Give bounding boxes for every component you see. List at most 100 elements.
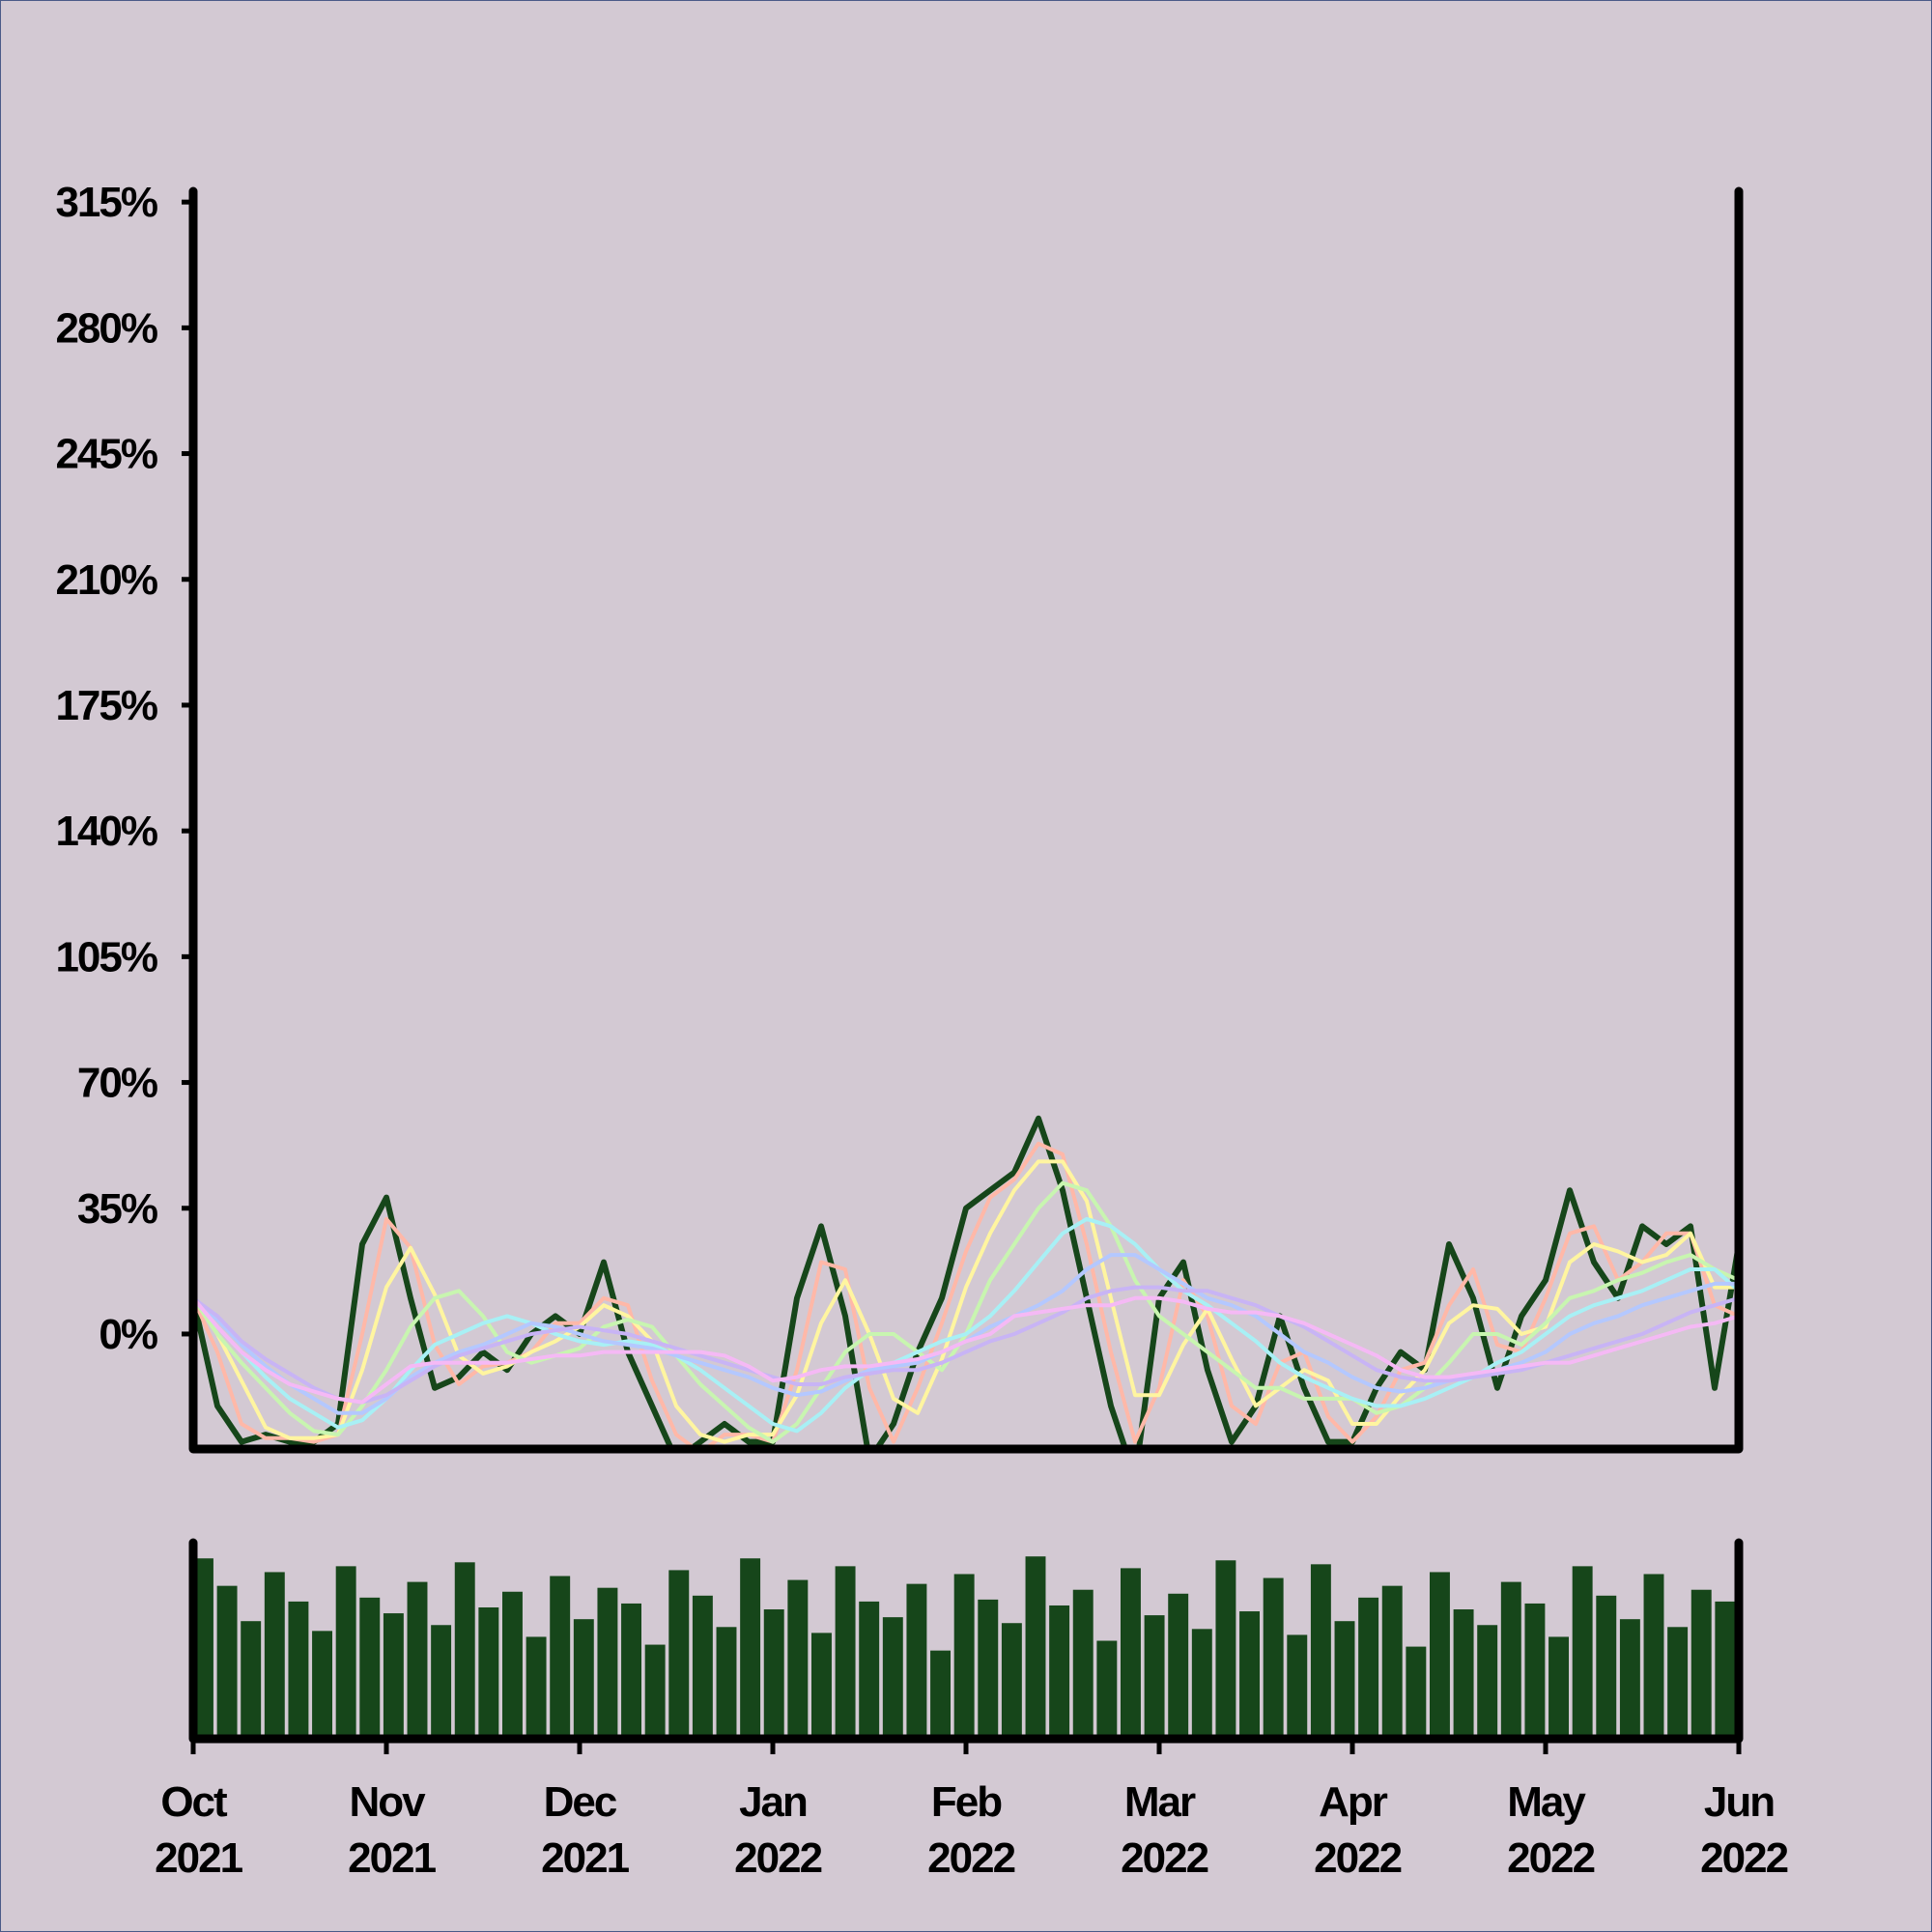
x-tick-label: Dec 2021 (531, 1778, 630, 1882)
volume-bar (953, 1574, 975, 1739)
y-tick-label: 210% (55, 556, 156, 604)
x-tick-label-line: 2022 (918, 1834, 1015, 1882)
volume-bar (1144, 1615, 1165, 1739)
volume-bar (1453, 1609, 1474, 1739)
volume-bar (1690, 1589, 1712, 1739)
volume-bar (597, 1587, 618, 1739)
volume-bar (787, 1579, 809, 1739)
x-tick-label-line: Jan (739, 1778, 807, 1826)
volume-bar (644, 1644, 666, 1739)
x-tick-label-line: 2021 (531, 1834, 630, 1882)
volume-bar (1072, 1589, 1094, 1739)
x-tick-label: Mar 2022 (1111, 1778, 1208, 1882)
y-tick-label: 175% (55, 682, 156, 729)
volume-bar (526, 1636, 547, 1739)
volume-bar (216, 1585, 238, 1739)
x-tick-label-line: 2022 (1304, 1834, 1402, 1882)
volume-bar (859, 1601, 880, 1739)
moving-average-line (193, 1141, 1739, 1449)
volume-bar (241, 1621, 262, 1739)
volume-bar (431, 1625, 452, 1739)
volume-bar (288, 1601, 309, 1739)
volume-bar (1049, 1605, 1070, 1739)
volume-bar (573, 1619, 594, 1739)
volume-bar (1643, 1574, 1664, 1739)
y-tick-label: 140% (55, 808, 156, 855)
price-line (193, 1115, 1739, 1449)
axis-frame (188, 186, 1744, 1454)
x-tick-label-line: 2022 (724, 1834, 822, 1882)
volume-bar (502, 1591, 523, 1739)
volume-bar (1596, 1595, 1617, 1739)
x-tick-label-line: Feb (931, 1778, 1002, 1826)
x-tick-label-line: 2021 (338, 1834, 437, 1882)
volume-bar (1572, 1566, 1593, 1739)
volume-bar (407, 1581, 428, 1739)
volume-bar (1025, 1556, 1046, 1739)
volume-bar (1524, 1603, 1546, 1739)
x-tick-label: Nov 2021 (338, 1778, 437, 1882)
volume-bar (1121, 1568, 1141, 1739)
volume-bar (930, 1650, 951, 1739)
volume-bar (1096, 1640, 1118, 1739)
moving-average-line (193, 1285, 1739, 1405)
y-tick-label: 0% (99, 1311, 156, 1358)
volume-bar (1548, 1636, 1569, 1739)
volume-bar (1430, 1572, 1450, 1739)
y-tick-label: 105% (55, 933, 156, 980)
volume-bar (668, 1570, 690, 1739)
volume-bar (1619, 1619, 1640, 1739)
volume-bar (1358, 1597, 1379, 1739)
y-tick-label: 35% (77, 1185, 157, 1233)
volume-bar (978, 1599, 999, 1739)
volume-bar (906, 1583, 927, 1739)
volume-bar (692, 1595, 713, 1739)
volume-bar (1168, 1593, 1189, 1739)
y-tick-label: 315% (55, 179, 156, 226)
x-tick-label-line: Oct (160, 1778, 228, 1826)
moving-average-line (193, 1159, 1739, 1444)
x-tick-label-line: Apr (1319, 1778, 1388, 1826)
y-tick-label: 70% (77, 1060, 157, 1107)
volume-bar (264, 1572, 285, 1739)
volume-bar (716, 1627, 737, 1739)
volume-bar (1477, 1625, 1498, 1739)
x-tick-label: Jun 2022 (1690, 1778, 1788, 1882)
volume-bar (740, 1558, 761, 1739)
volume-bar (335, 1566, 356, 1739)
volume-bar (1191, 1629, 1212, 1739)
x-tick-label-line: Mar (1124, 1778, 1196, 1826)
volume-bar (1310, 1564, 1331, 1739)
volume-bar (1215, 1560, 1236, 1739)
volume-panel (193, 1556, 1736, 1739)
volume-bar (882, 1617, 903, 1739)
volume-bar (312, 1631, 332, 1739)
x-tick-label-line: May (1507, 1778, 1586, 1826)
volume-bar (383, 1613, 404, 1739)
y-tick-label: 245% (55, 431, 156, 478)
moving-average-line (193, 1295, 1739, 1405)
x-tick-label: May 2022 (1497, 1778, 1595, 1882)
x-tick-label-line: 2022 (1690, 1834, 1788, 1882)
volume-bar (811, 1633, 832, 1739)
axes: 0% 35% 70% 105% 140% 175% 210% 245% 280% 315% Oct … (55, 179, 1789, 1882)
x-tick-label: Feb 2022 (918, 1778, 1015, 1882)
volume-bar (454, 1562, 475, 1739)
y-tick-label: 280% (55, 304, 156, 352)
x-tick-label: Oct 2021 (145, 1778, 243, 1882)
volume-bar (1263, 1577, 1284, 1739)
volume-bar (1239, 1611, 1260, 1739)
volume-bar (1334, 1621, 1355, 1739)
x-tick-label-line: Dec (544, 1778, 617, 1826)
volume-bar (193, 1558, 213, 1739)
x-tick-label-line: Jun (1704, 1778, 1774, 1826)
x-tick-label-line: 2022 (1111, 1834, 1208, 1882)
volume-bar (1001, 1623, 1022, 1739)
volume-bar (1287, 1634, 1308, 1739)
volume-bar (1667, 1627, 1689, 1739)
volume-bar (621, 1603, 641, 1739)
x-tick-label-line: 2022 (1497, 1834, 1595, 1882)
x-tick-label-line: 2021 (145, 1834, 243, 1882)
